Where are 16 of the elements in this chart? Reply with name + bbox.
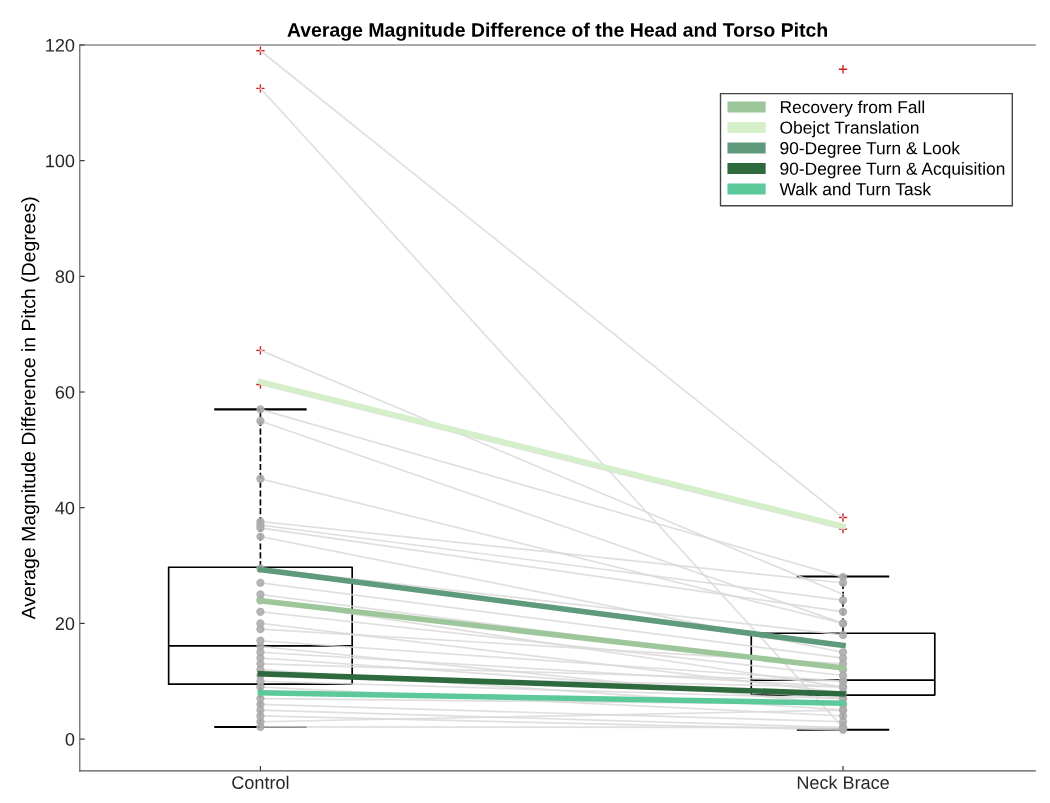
- legend-label: Recovery from Fall: [780, 100, 925, 117]
- y-tick-label: 60: [55, 385, 75, 399]
- y-tick-label: 100: [46, 154, 75, 168]
- legend-label: Obejct Translation: [780, 121, 919, 138]
- y-tick-label: 20: [55, 617, 75, 631]
- x-tick-label: Neck Brace: [797, 775, 889, 789]
- legend-label: 90-Degree Turn & Acquisition: [780, 162, 1005, 179]
- y-tick-label: 40: [55, 501, 75, 515]
- legend-label: Walk and Turn Task: [779, 182, 932, 196]
- y-tick-label: 120: [46, 38, 75, 52]
- chart-title: Average Magnitude Difference of the Head and Torso Pitch: [287, 22, 828, 41]
- y-tick-label: 0: [65, 733, 75, 746]
- y-axis-title: Average Magnitude Difference in Pitch (Degrees): [21, 197, 40, 620]
- y-tick-label: 80: [55, 270, 75, 284]
- legend-label: 90-Degree Turn & Look: [780, 141, 961, 158]
- x-tick-label: Control: [232, 775, 289, 789]
